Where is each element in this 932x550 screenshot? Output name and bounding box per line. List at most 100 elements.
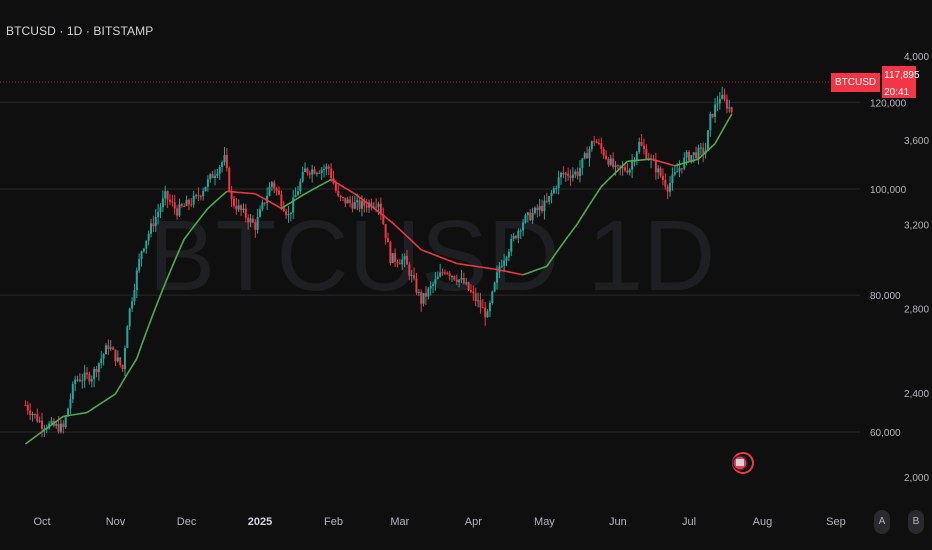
candle-body	[349, 199, 352, 203]
moving-average-segment	[420, 249, 424, 252]
candle-body	[659, 168, 662, 176]
candle-body	[171, 201, 174, 203]
moving-average-segment	[534, 268, 538, 272]
candle-body	[29, 410, 32, 415]
moving-average-segment	[24, 441, 29, 445]
candle-body	[26, 405, 29, 411]
moving-average-segment	[223, 190, 228, 195]
candle-body	[360, 201, 363, 209]
moving-average-segment	[166, 271, 171, 278]
moving-average-segment	[650, 158, 654, 161]
moving-average-segment	[157, 294, 162, 302]
moving-average-segment	[359, 196, 363, 200]
candle-body	[74, 379, 77, 385]
candle-body	[595, 141, 598, 143]
candle-body	[602, 149, 605, 156]
candle-body	[387, 238, 390, 243]
candle-body	[351, 202, 354, 209]
moving-average-segment	[318, 183, 323, 187]
candle-body	[507, 251, 510, 258]
moving-average-segment	[679, 162, 683, 166]
candle-body	[661, 175, 664, 180]
moving-average-segment	[347, 188, 351, 192]
auto-scale-button[interactable]: A	[874, 510, 890, 534]
candle-body	[135, 270, 138, 291]
moving-average-segment	[415, 244, 420, 249]
moving-average-segment	[546, 262, 550, 267]
moving-average-segment	[43, 427, 48, 431]
time-tick-label: Apr	[465, 516, 482, 528]
candle-body	[477, 300, 480, 302]
candle-body	[481, 307, 484, 309]
moving-average-segment	[544, 265, 548, 268]
candle-body	[235, 205, 238, 210]
moving-average-segment	[53, 420, 57, 424]
moving-average-segment	[181, 238, 185, 245]
moving-average-segment	[58, 417, 62, 421]
candle-body	[427, 288, 430, 297]
candle-body	[187, 199, 190, 205]
candle-body	[71, 384, 74, 400]
moving-average-segment	[392, 222, 396, 226]
moving-average-segment	[565, 235, 569, 240]
candle-body	[486, 311, 489, 318]
moving-average-segment	[598, 186, 602, 191]
right-tick-label: 4,000	[904, 52, 929, 63]
candlesticks[interactable]	[24, 86, 733, 438]
candle-body	[443, 272, 446, 274]
moving-average-segment	[418, 246, 422, 251]
moving-average-segment	[614, 169, 619, 174]
flag-icon	[736, 459, 744, 466]
time-axis[interactable]: Oct Nov Dec 2025 Feb Mar Apr May Jun Jul Aug Sep	[33, 516, 845, 528]
candle-body	[379, 203, 382, 215]
moving-average-segment	[60, 415, 64, 419]
candle-body	[678, 168, 681, 172]
candle-body	[405, 256, 408, 265]
candle-body	[389, 242, 392, 264]
moving-average-segment	[185, 232, 190, 237]
candle-body	[159, 207, 162, 213]
moving-average-segment	[454, 261, 458, 265]
moving-average-segment	[558, 245, 562, 250]
candle-body	[394, 253, 397, 262]
candle-body	[254, 222, 257, 230]
moving-average-segment	[55, 419, 60, 423]
candle-body	[669, 183, 672, 192]
moving-average-segment	[375, 209, 380, 213]
candle-body	[576, 171, 579, 177]
candle-body	[718, 98, 721, 104]
candle-body	[422, 293, 425, 304]
moving-average-segment	[553, 252, 557, 257]
candle-body	[550, 192, 553, 196]
candle-body	[631, 161, 634, 170]
candle-body	[728, 107, 731, 109]
candle-body	[353, 202, 356, 209]
candle-body	[57, 423, 60, 432]
candle-body	[616, 165, 619, 167]
moving-average-segment	[136, 351, 140, 359]
moving-average-segment	[700, 154, 704, 158]
event-marker[interactable]	[732, 452, 754, 474]
moving-average-segment	[209, 203, 214, 207]
candle-body	[505, 257, 508, 261]
moving-average-segment	[435, 254, 439, 257]
log-scale-button[interactable]: B	[908, 510, 924, 534]
candle-body	[526, 212, 529, 216]
candle-body	[263, 202, 266, 204]
candle-body	[261, 202, 264, 210]
candle-body	[619, 165, 622, 168]
moving-average-segment	[588, 200, 593, 206]
moving-average-segment	[46, 425, 50, 429]
moving-average-segment	[309, 189, 313, 192]
candle-body	[375, 206, 378, 208]
candle-body	[183, 205, 186, 207]
moving-average-segment	[522, 273, 526, 276]
left-tick-label: 100,000	[870, 185, 907, 196]
candle-body	[131, 301, 134, 309]
moving-average-segment	[603, 181, 607, 185]
candle-body	[114, 349, 117, 362]
candle-body	[31, 414, 34, 416]
candle-body	[415, 278, 418, 293]
price-tag-symbol: BTCUSD	[831, 73, 881, 92]
